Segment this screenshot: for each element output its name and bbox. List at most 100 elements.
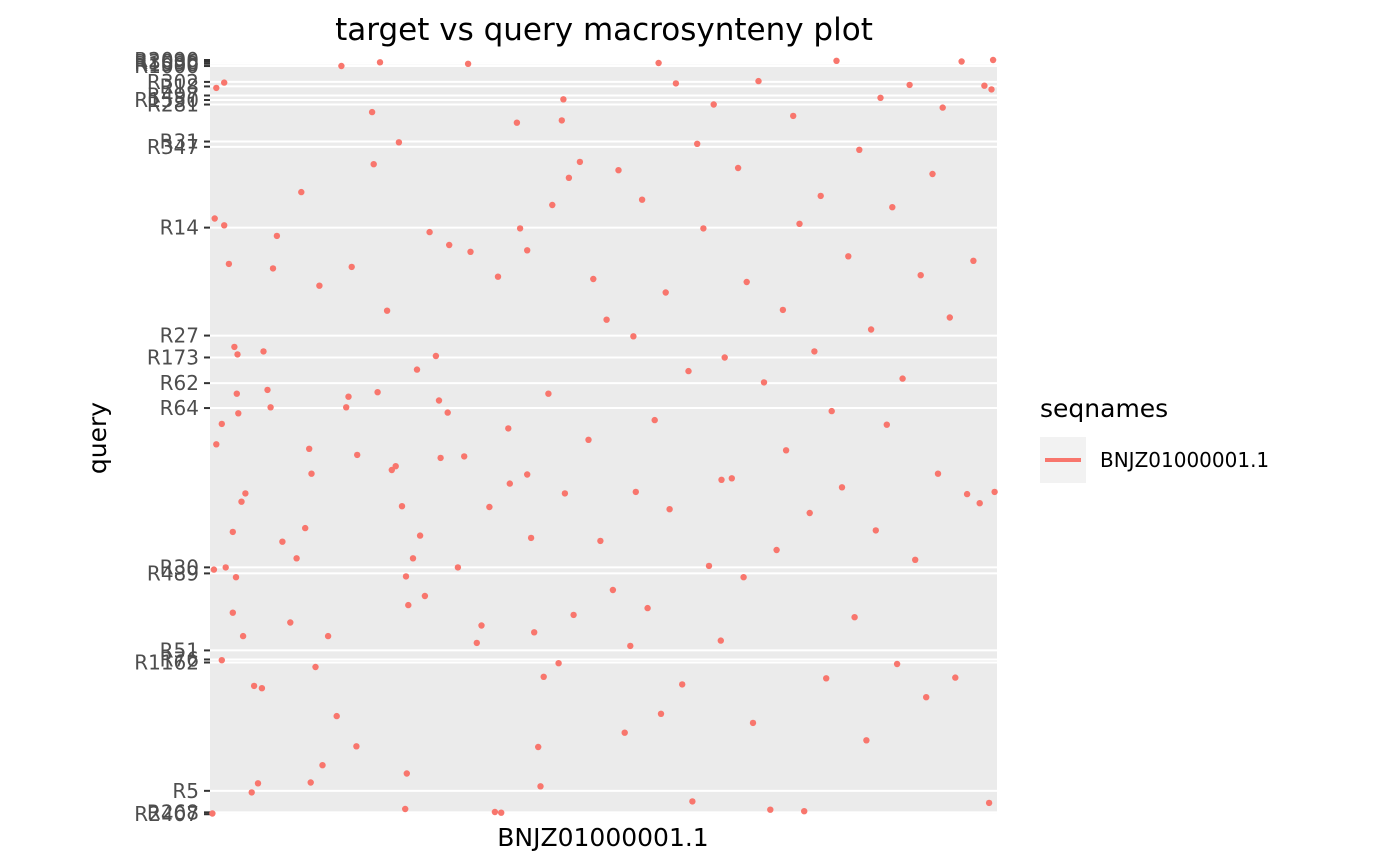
data-point-140 <box>811 348 817 354</box>
data-point-79 <box>498 810 504 816</box>
data-point-118 <box>689 798 695 804</box>
data-point-95 <box>562 490 568 496</box>
data-point-160 <box>923 694 929 700</box>
data-point-5 <box>219 421 225 427</box>
data-point-134 <box>780 307 786 313</box>
data-point-58 <box>404 770 410 776</box>
chart-title: target vs query macrosynteny plot <box>335 12 873 48</box>
data-point-139 <box>807 510 813 516</box>
data-point-169 <box>977 500 983 506</box>
tick-label-R62: R62 <box>160 371 199 395</box>
data-point-80 <box>505 425 511 431</box>
data-point-38 <box>316 283 322 289</box>
data-point-176 <box>560 96 566 102</box>
data-point-46 <box>354 452 360 458</box>
data-point-126 <box>735 165 741 171</box>
data-point-34 <box>302 525 308 531</box>
data-point-168 <box>970 258 976 264</box>
data-point-91 <box>545 391 551 397</box>
y-axis-ticks: R2407R268R5R1162R76R51R489R30R64R62R173R… <box>134 48 210 826</box>
data-point-20 <box>242 490 248 496</box>
data-point-70 <box>455 564 461 570</box>
tick-label-R173: R173 <box>147 345 199 369</box>
data-point-66 <box>436 397 442 403</box>
legend-label: BNJZ01000001.1 <box>1100 448 1269 472</box>
data-point-113 <box>663 289 669 295</box>
data-point-37 <box>312 664 318 670</box>
data-point-10 <box>226 261 232 267</box>
data-point-64 <box>426 229 432 235</box>
data-point-122 <box>711 101 717 107</box>
data-point-49 <box>374 389 380 395</box>
data-point-87 <box>531 629 537 635</box>
data-point-21 <box>249 789 255 795</box>
data-point-51 <box>384 308 390 314</box>
data-point-55 <box>399 503 405 509</box>
data-point-143 <box>829 408 835 414</box>
data-point-179 <box>308 471 314 477</box>
tick-label-R268: R268 <box>147 800 199 824</box>
data-point-142 <box>823 675 829 681</box>
data-point-133 <box>773 547 779 553</box>
data-point-171 <box>986 800 992 806</box>
data-point-119 <box>694 141 700 147</box>
data-point-24 <box>259 685 265 691</box>
data-point-1 <box>211 566 217 572</box>
data-point-156 <box>899 375 905 381</box>
data-point-117 <box>685 368 691 374</box>
data-point-130 <box>755 78 761 84</box>
data-point-132 <box>767 807 773 813</box>
data-point-106 <box>627 643 633 649</box>
data-point-153 <box>884 422 890 428</box>
plot-panel <box>210 60 997 815</box>
data-point-127 <box>740 574 746 580</box>
data-point-50 <box>377 59 383 65</box>
data-point-4 <box>213 85 219 91</box>
data-point-172 <box>990 57 996 63</box>
data-point-36 <box>308 779 314 785</box>
data-point-42 <box>343 404 349 410</box>
data-point-104 <box>615 167 621 173</box>
data-point-3 <box>213 441 219 447</box>
tick-label-R5: R5 <box>172 779 199 803</box>
data-point-77 <box>492 809 498 815</box>
data-point-141 <box>818 193 824 199</box>
tick-label-R31: R31 <box>160 130 199 154</box>
data-point-86 <box>528 535 534 541</box>
tick-label-R64: R64 <box>160 396 199 420</box>
tick-label-R2090: R2090 <box>134 48 199 72</box>
data-point-68 <box>445 409 451 415</box>
data-point-23 <box>255 780 261 786</box>
data-point-135 <box>783 447 789 453</box>
data-point-151 <box>873 527 879 533</box>
data-point-147 <box>851 614 857 620</box>
data-point-62 <box>417 532 423 538</box>
data-point-154 <box>889 204 895 210</box>
data-point-164 <box>947 314 953 320</box>
data-point-28 <box>270 265 276 271</box>
data-point-65 <box>433 353 439 359</box>
data-point-146 <box>845 253 851 259</box>
data-point-105 <box>622 730 628 736</box>
data-point-137 <box>796 221 802 227</box>
data-point-177 <box>655 60 661 66</box>
data-point-100 <box>590 276 596 282</box>
data-point-124 <box>722 354 728 360</box>
data-point-44 <box>349 264 355 270</box>
data-point-47 <box>369 109 375 115</box>
data-point-94 <box>559 117 565 123</box>
data-point-155 <box>894 661 900 667</box>
tick-label-R51: R51 <box>160 638 199 662</box>
data-point-75 <box>478 622 484 628</box>
data-point-174 <box>988 86 994 92</box>
data-point-61 <box>414 366 420 372</box>
data-point-56 <box>403 573 409 579</box>
data-point-69 <box>446 242 452 248</box>
legend-title: seqnames <box>1040 394 1168 423</box>
data-point-111 <box>652 417 658 423</box>
data-point-103 <box>610 587 616 593</box>
tick-label-R30: R30 <box>160 555 199 579</box>
data-point-138 <box>801 808 807 814</box>
data-point-83 <box>517 225 523 231</box>
data-point-8 <box>221 222 227 228</box>
